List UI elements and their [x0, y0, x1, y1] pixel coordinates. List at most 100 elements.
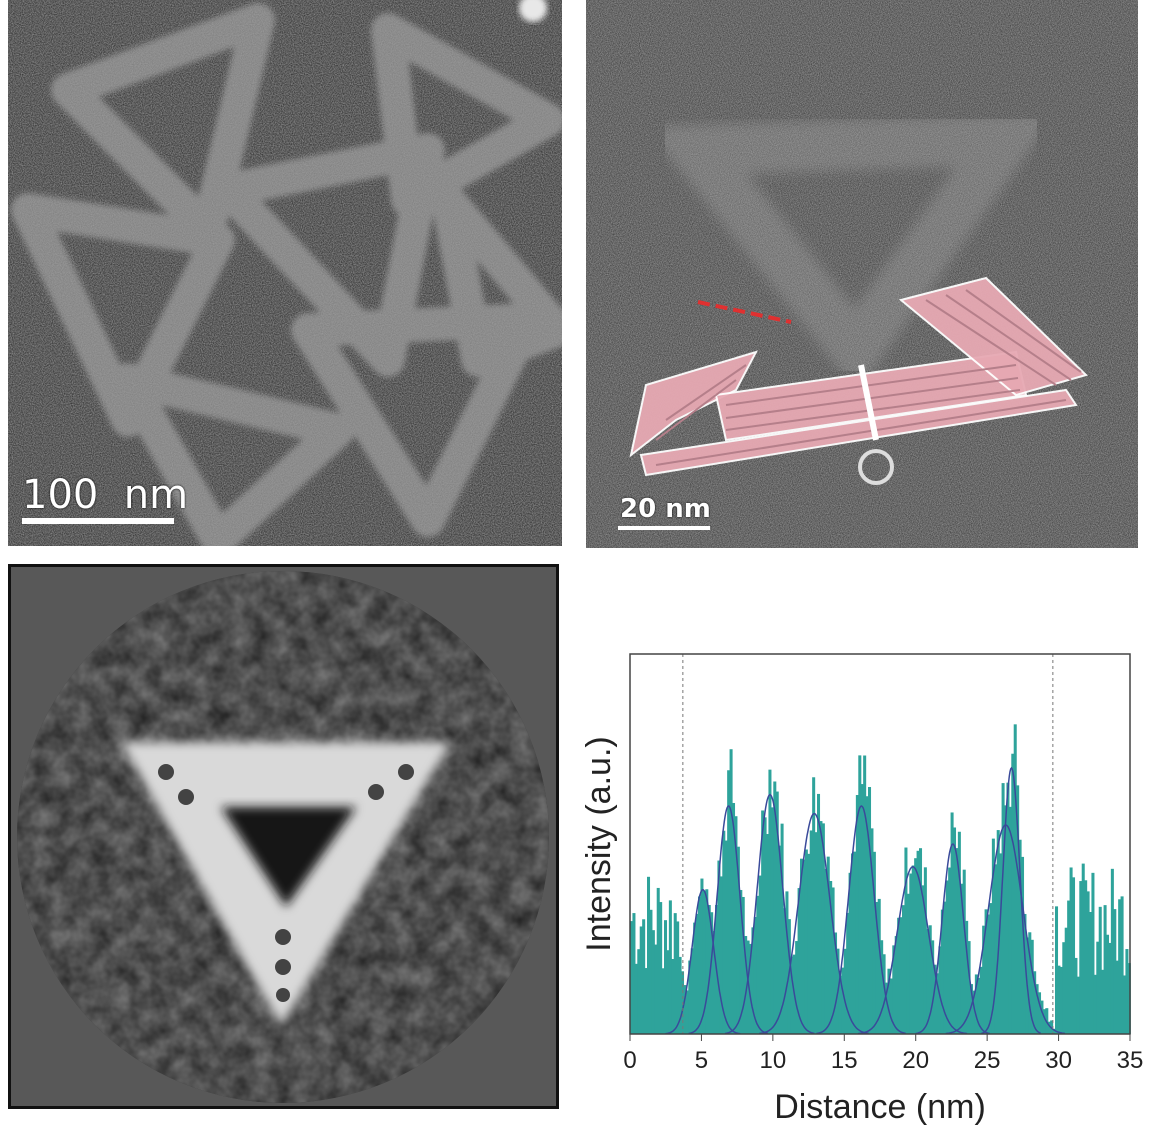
- histogram-bar: [1030, 939, 1034, 1034]
- histogram-bar: [1059, 966, 1063, 1034]
- histogram-bar: [970, 984, 974, 1034]
- micrograph-overview-image: [8, 0, 562, 546]
- histogram-bar: [797, 888, 801, 1034]
- histogram-bar: [838, 975, 842, 1034]
- histogram-bar: [894, 936, 898, 1034]
- histogram-bar: [1081, 863, 1085, 1034]
- histogram-bar: [1110, 868, 1114, 1034]
- class-average-image: [11, 567, 556, 1106]
- histogram-bar: [719, 876, 723, 1034]
- histogram-bar: [804, 849, 808, 1034]
- histogram-bar: [1042, 1009, 1046, 1034]
- histogram-bar: [1013, 724, 1017, 1034]
- histogram-bar: [746, 940, 750, 1034]
- histogram-bar: [717, 860, 721, 1034]
- histogram-bar: [831, 887, 835, 1034]
- histogram-bar: [814, 832, 818, 1034]
- histogram-bar: [948, 867, 952, 1034]
- histogram-bar: [683, 985, 687, 1034]
- histogram-bar: [914, 858, 918, 1034]
- y-axis-label: Intensity (a.u.): [580, 736, 618, 951]
- histogram-bar: [712, 931, 716, 1034]
- histogram-bar: [851, 853, 855, 1034]
- histogram-bar: [690, 948, 694, 1034]
- histogram-bar: [630, 921, 634, 1034]
- histogram-bar: [695, 913, 699, 1034]
- histogram-bar: [919, 848, 923, 1034]
- histogram-bar: [751, 927, 755, 1034]
- histogram-bar: [994, 864, 998, 1034]
- histogram-bar: [1113, 909, 1117, 1034]
- histogram-bar: [1006, 782, 1010, 1034]
- histogram-bar: [826, 856, 830, 1034]
- histogram-bar: [741, 896, 745, 1034]
- histogram-bar: [841, 967, 845, 1034]
- histogram-bar: [916, 850, 920, 1034]
- histogram-bar: [1074, 957, 1078, 1034]
- histogram-bar: [829, 880, 833, 1034]
- histogram-bar: [865, 796, 869, 1034]
- histogram-bar: [996, 830, 1000, 1034]
- micrograph-detail-image: [586, 0, 1138, 548]
- histogram-bar: [785, 891, 789, 1034]
- histogram-bar: [700, 878, 704, 1034]
- histogram-bar: [960, 883, 964, 1034]
- histogram-bar: [989, 903, 993, 1034]
- histogram-bar: [921, 885, 925, 1034]
- histogram-bar: [773, 781, 777, 1034]
- histogram-bar: [855, 795, 859, 1034]
- histogram-bar: [727, 770, 731, 1034]
- gaussian-fits: [665, 766, 1066, 1035]
- histogram-bar: [1064, 927, 1068, 1034]
- histogram-bar: [1057, 965, 1061, 1034]
- histogram-bar: [724, 840, 728, 1034]
- histogram-bar: [974, 974, 978, 1034]
- histogram-bar: [780, 823, 784, 1034]
- histogram-bar: [987, 914, 991, 1034]
- histogram-bar: [940, 909, 944, 1034]
- histogram-bar: [649, 909, 653, 1034]
- histogram-bar: [931, 940, 935, 1034]
- histogram-bar: [763, 817, 767, 1034]
- plot-frame: [629, 653, 1131, 1035]
- histogram-bar: [950, 812, 954, 1034]
- histogram-bar: [819, 821, 823, 1034]
- profile-line: [697, 300, 792, 324]
- histogram-bar: [853, 851, 857, 1034]
- histogram-bar: [1055, 906, 1059, 1034]
- histogram-bar: [897, 917, 901, 1034]
- histogram-bar: [1069, 867, 1073, 1034]
- histogram-bar: [639, 926, 643, 1034]
- x-tick-label: 20: [902, 1047, 929, 1074]
- histogram-bar: [770, 807, 774, 1034]
- histogram-bar: [1052, 1028, 1056, 1034]
- histogram-bar: [807, 853, 811, 1034]
- histogram-bar: [1076, 976, 1080, 1034]
- histogram-bar: [685, 990, 689, 1034]
- histogram-bar: [775, 791, 779, 1034]
- histogram-bar: [977, 977, 981, 1034]
- histogram-bar: [1086, 891, 1090, 1034]
- histogram-bar: [783, 908, 787, 1034]
- histogram-bar: [1067, 900, 1071, 1034]
- histogram-bar: [863, 755, 867, 1034]
- class-average: [8, 564, 559, 1109]
- histogram-bar: [678, 956, 682, 1034]
- histogram-bar: [1096, 941, 1100, 1034]
- histogram-bar: [1062, 942, 1066, 1034]
- histogram-bar: [761, 810, 765, 1034]
- histogram-bar: [872, 851, 876, 1034]
- histogram-bar: [1084, 880, 1088, 1034]
- histogram-bar: [693, 922, 697, 1034]
- histogram-bar: [654, 944, 658, 1034]
- histogram-bar: [843, 948, 847, 1034]
- histogram-bar: [821, 823, 825, 1034]
- histogram-bar: [809, 830, 813, 1034]
- histogram-bar: [758, 875, 762, 1034]
- histogram-bar: [860, 784, 864, 1034]
- histogram-bar: [702, 890, 706, 1034]
- gaussian-fit-curve: [688, 805, 769, 1035]
- histogram-bar: [899, 917, 903, 1034]
- gaussian-fit-curve: [759, 812, 869, 1035]
- histogram-bar: [1118, 899, 1122, 1034]
